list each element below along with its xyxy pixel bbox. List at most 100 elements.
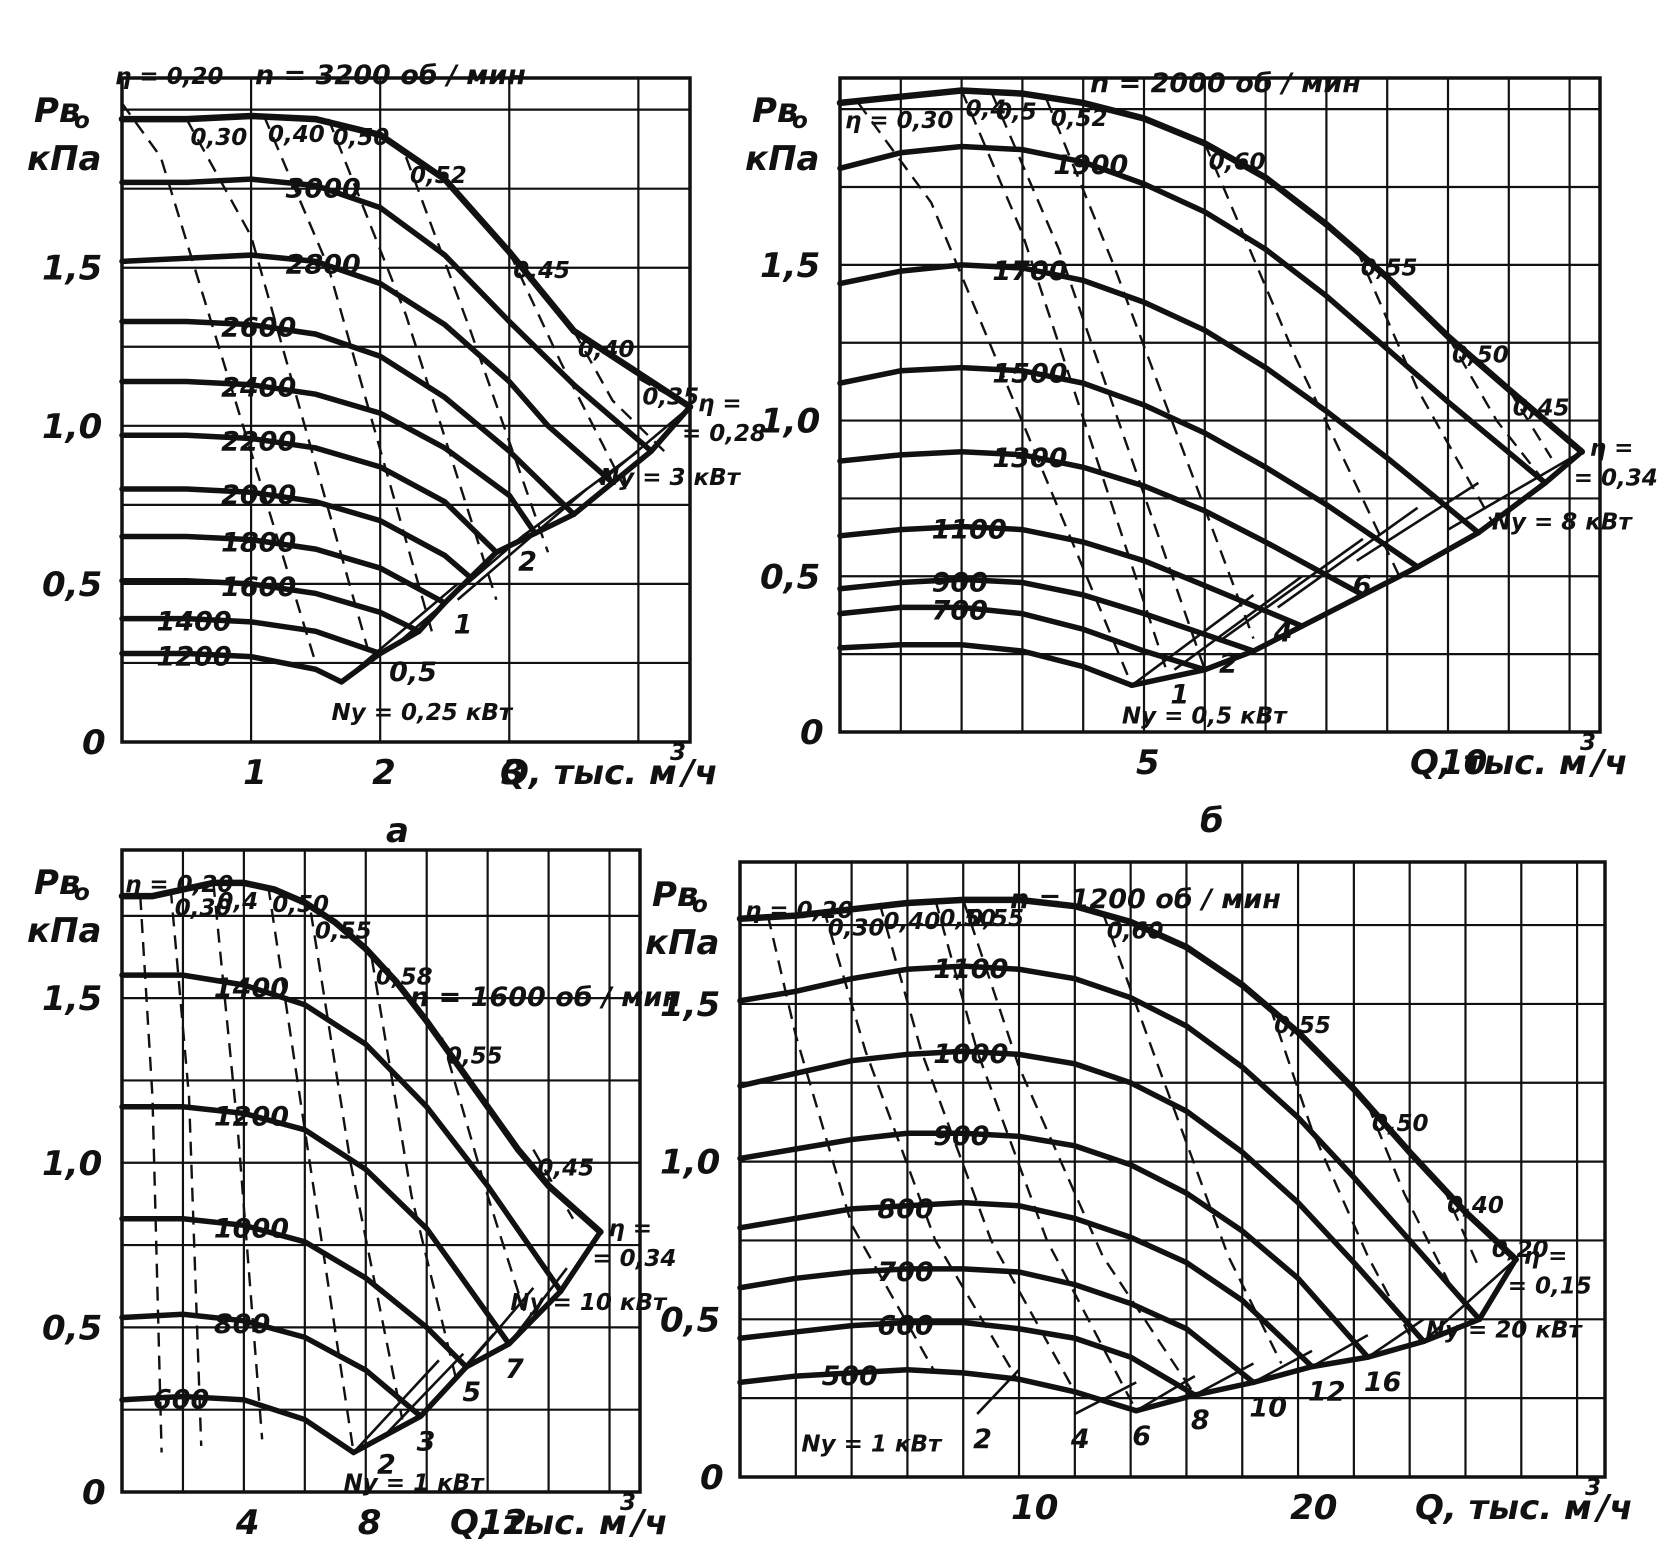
pressure-curve-1200: [736, 896, 1519, 1263]
speed-curve-label: 800: [214, 1309, 270, 1340]
pressure-curve-900: [837, 576, 1257, 654]
x-tick-label: 12: [480, 1503, 527, 1543]
power-line: [1367, 1318, 1425, 1359]
x-axis-label: Q, тыс. м: [500, 753, 677, 793]
eta-start-label: η = 0,20: [115, 64, 223, 90]
power-label: 6: [1132, 1421, 1151, 1452]
pressure-curve-2400: [119, 378, 538, 537]
speed-curve-label: 1800: [221, 528, 296, 559]
efficiency-label: 0,52: [1051, 106, 1108, 132]
x-axis-label-tail: /ч: [628, 1503, 668, 1543]
y-axis-sub: о: [74, 880, 90, 906]
power-label: 2: [518, 546, 537, 577]
efficiency-line: [1442, 1186, 1481, 1270]
speed-curve-label: 700: [877, 1257, 933, 1288]
efficiency-label: 0,50: [272, 892, 329, 918]
operating-boundary: [1133, 1256, 1519, 1414]
efficiency-label: 0,40: [1447, 1193, 1504, 1219]
pressure-curve-2200: [119, 432, 500, 556]
pressure-curve-1900: [837, 143, 1549, 486]
y-axis-sub: о: [74, 108, 90, 134]
chart-panel-d: 10 20 0 0,5 1,0 1,5 Pво кПа Q, тыс. м3 /ч n = 120…: [645, 860, 1633, 1528]
speed-curve-label: 2800: [286, 249, 361, 280]
power-note-label: Ny = 1 кВт: [801, 1431, 943, 1457]
eta-start-label: η = 0,20: [125, 872, 233, 898]
x-tick-label: 10: [1011, 1488, 1058, 1528]
efficiency-label: 0,40: [578, 337, 635, 363]
efficiency-label: 0,55: [315, 919, 372, 945]
x-tick-label: 20: [1290, 1488, 1337, 1528]
y-axis-unit: кПа: [745, 139, 819, 179]
eta-start-label: η = 0,20: [745, 898, 853, 924]
efficiency-line: [440, 1037, 526, 1312]
power-line: [1447, 450, 1583, 531]
efficiency-line: [404, 156, 550, 553]
efficiency-line: [934, 899, 1138, 1412]
power-line: [1356, 481, 1480, 562]
efficiency-line: [185, 118, 369, 648]
speed-curve-label: 2000: [221, 480, 296, 511]
power-label: Ny = 10 кВт: [510, 1290, 668, 1316]
power-label: 4: [1273, 617, 1293, 648]
x-axis-label-tail: /ч: [1588, 743, 1628, 783]
y-tick-label: 0: [82, 1473, 106, 1513]
speed-curve-label: 700: [932, 595, 988, 626]
power-label: 1: [1170, 680, 1189, 711]
x-axis-label-tail: /ч: [1593, 1488, 1633, 1528]
x-tick-label: 3: [501, 753, 525, 793]
pressure-curve-3200: [118, 112, 694, 411]
efficiency-label: 0,60: [1107, 918, 1164, 944]
pressure-curve-base: [837, 642, 1135, 689]
power-label: 10: [1249, 1392, 1287, 1423]
efficiency-label: 0,55: [1361, 255, 1418, 281]
power-line: [1422, 1258, 1517, 1343]
y-tick-label: 1,5: [42, 249, 102, 289]
power-line: [1131, 593, 1255, 687]
y-axis-label: Pв: [652, 875, 698, 915]
power-label: 2: [1219, 649, 1238, 680]
efficiency-label: 0,50: [939, 906, 996, 932]
speed-curve-label: 1600: [221, 572, 296, 603]
speed-curve-label: 500: [822, 1361, 878, 1392]
y-axis-label: Pв: [34, 863, 80, 903]
speed-curve-label: 2400: [221, 373, 296, 404]
speed-curve-label: 1300: [992, 443, 1067, 474]
eta-end-label: η =: [1524, 1243, 1568, 1269]
pressure-curve-3000: [119, 176, 655, 454]
pressure-curve-800: [119, 1311, 424, 1420]
efficiency-line: [1507, 388, 1553, 459]
efficiency-line: [370, 958, 459, 1384]
power-line: [352, 1359, 440, 1454]
eta-end-label: η =: [698, 391, 742, 417]
efficiency-line: [532, 1149, 575, 1220]
efficiency-line: [960, 89, 1170, 677]
operating-boundary: [338, 404, 693, 685]
power-label: 12: [1308, 1377, 1346, 1408]
pressure-curve-1200: [119, 1104, 512, 1347]
pressure-curve-1000: [737, 1048, 1427, 1345]
efficiency-label: 0,45: [537, 1156, 594, 1182]
pressure-curve-800: [737, 1199, 1315, 1370]
efficiency-label: 0,40: [268, 122, 325, 148]
efficiency-label: 0,40: [884, 909, 941, 935]
x-tick-label: 1: [243, 753, 267, 793]
speed-curve-label: 1200: [214, 1101, 289, 1132]
power-line: [380, 1352, 465, 1441]
power-line: [1311, 1333, 1369, 1368]
power-label: 6: [1353, 571, 1372, 602]
speed-curve-label: 1100: [932, 514, 1007, 545]
efficiency-line: [1203, 142, 1401, 577]
speed-curve-label: 1700: [992, 256, 1067, 287]
speed-curve-label: 600: [877, 1310, 933, 1341]
y-tick-label: 0,5: [42, 565, 102, 605]
speed-curve-label: 900: [932, 567, 988, 598]
speed-label: n = 3200 об / мин: [255, 60, 526, 91]
pressure-curve-1500: [837, 364, 1421, 570]
efficiency-line: [1355, 248, 1498, 531]
speed-curve-label: 900: [933, 1121, 989, 1152]
efficiency-label: 0,45: [513, 258, 570, 284]
y-axis-unit: кПа: [27, 139, 101, 179]
pressure-curve-1600: [119, 577, 422, 635]
